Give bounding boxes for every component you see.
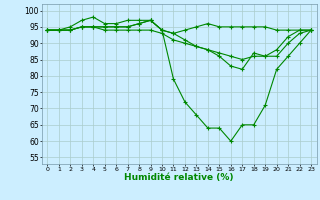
X-axis label: Humidité relative (%): Humidité relative (%) [124, 173, 234, 182]
